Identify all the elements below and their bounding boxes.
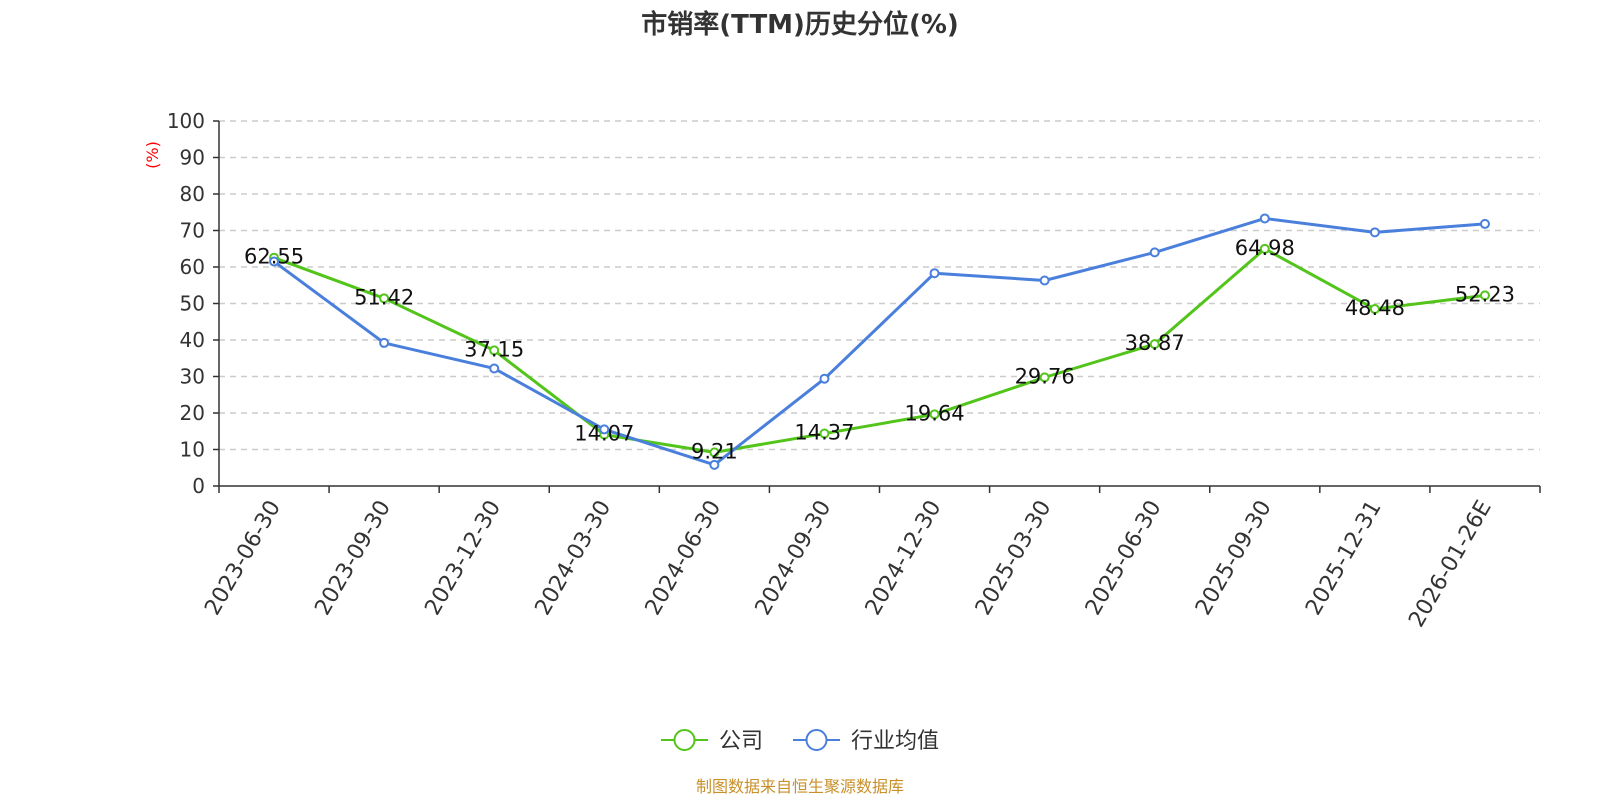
- data-point-company[interactable]: [1259, 243, 1270, 254]
- data-label-company: 9.21: [691, 439, 738, 463]
- data-point-industry-average[interactable]: [929, 268, 940, 279]
- y-tick-label: 10: [180, 438, 205, 462]
- data-labels: 62.55 51.42 37.15 14.07 9.21 14.37 19.64 29.76 3…: [244, 236, 1515, 464]
- y-tick-label: 90: [180, 146, 205, 170]
- y-tick-label: 50: [180, 292, 205, 316]
- data-point-industry-average[interactable]: [379, 337, 390, 348]
- x-tick-label: 2026-01-26E: [1404, 496, 1497, 631]
- data-point-industry-average[interactable]: [269, 256, 280, 267]
- data-label-company: 62.55: [244, 245, 304, 269]
- data-point-industry-average[interactable]: [1149, 247, 1160, 258]
- data-point-industry-average[interactable]: [709, 459, 720, 470]
- x-tick-label: 2024-03-30: [531, 496, 617, 619]
- data-label-company: 14.37: [794, 421, 854, 445]
- data-label-company: 19.64: [904, 401, 964, 425]
- data-label-company: 29.76: [1015, 364, 1075, 388]
- data-point-company[interactable]: [819, 428, 830, 439]
- x-tick-label: 2023-12-30: [420, 496, 506, 619]
- x-tick-label: 2025-12-31: [1301, 496, 1387, 619]
- data-point-company[interactable]: [379, 293, 390, 304]
- data-label-company: 37.15: [464, 337, 524, 361]
- y-axis-unit-label: (%): [143, 141, 162, 169]
- x-tick-label: 2024-09-30: [751, 496, 837, 619]
- y-tick-label: 60: [180, 255, 205, 279]
- grid: [219, 120, 1540, 451]
- data-point-industry-average[interactable]: [599, 424, 610, 435]
- data-point-company[interactable]: [929, 409, 940, 420]
- data-point-industry-average[interactable]: [489, 363, 500, 374]
- y-tick-label: 80: [180, 182, 205, 206]
- data-point-industry-average[interactable]: [819, 373, 830, 384]
- x-tick-label: 2025-06-30: [1081, 496, 1167, 619]
- x-tick-label: 2025-09-30: [1191, 496, 1277, 619]
- data-label-company: 38.87: [1125, 331, 1185, 355]
- chart-title: 市销率(TTM)历史分位(%): [641, 9, 959, 40]
- y-tick-label: 0: [192, 474, 205, 498]
- legend-industry-label: 行业均值: [851, 729, 939, 754]
- data-label-company: 48.48: [1345, 296, 1405, 320]
- data-point-industry-average[interactable]: [1259, 213, 1270, 224]
- series-layer: [269, 213, 1490, 470]
- data-label-company: 51.42: [354, 285, 414, 309]
- y-tick-label: 70: [180, 219, 205, 243]
- legend-item-company[interactable]: 公司: [661, 729, 763, 754]
- data-label-company: 64.98: [1235, 236, 1295, 260]
- series-line-company: [273, 247, 1486, 454]
- data-label-company: 52.23: [1455, 282, 1515, 306]
- y-tick-label: 30: [180, 365, 205, 389]
- data-point-company[interactable]: [709, 447, 720, 458]
- legend-item-industry-average[interactable]: 行业均值: [793, 729, 939, 754]
- data-point-company[interactable]: [1039, 372, 1050, 383]
- x-tick-label: 2024-06-30: [641, 496, 727, 619]
- y-tick-label: 100: [167, 109, 205, 133]
- data-label-company: 14.07: [574, 422, 634, 446]
- data-point-company[interactable]: [489, 345, 500, 356]
- axes: 0 10 20 30 40 50 60 70 80 90 100 2023-06-30 2023-09-…: [167, 109, 1541, 632]
- data-point-company[interactable]: [1479, 290, 1490, 301]
- legend: 公司 行业均值: [661, 729, 939, 754]
- legend-industry-marker: [805, 729, 828, 751]
- y-tick-label: 40: [180, 328, 205, 352]
- data-point-industry-average[interactable]: [1039, 275, 1050, 286]
- data-point-company[interactable]: [1149, 339, 1160, 350]
- legend-company-marker: [673, 729, 696, 751]
- data-point-company[interactable]: [1369, 304, 1380, 315]
- x-tick-label: 2025-03-30: [971, 496, 1057, 619]
- x-tick-label: 2023-09-30: [310, 496, 396, 619]
- data-point-industry-average[interactable]: [1479, 218, 1490, 229]
- y-tick-label: 20: [180, 401, 205, 425]
- series-line-industry-average: [273, 216, 1486, 467]
- legend-company-label: 公司: [719, 729, 763, 754]
- data-point-industry-average[interactable]: [1369, 227, 1380, 238]
- x-tick-label: 2024-12-30: [861, 496, 947, 619]
- source-label: 制图数据来自恒生聚源数据库: [696, 777, 904, 796]
- x-tick-label: 2023-06-30: [200, 496, 286, 619]
